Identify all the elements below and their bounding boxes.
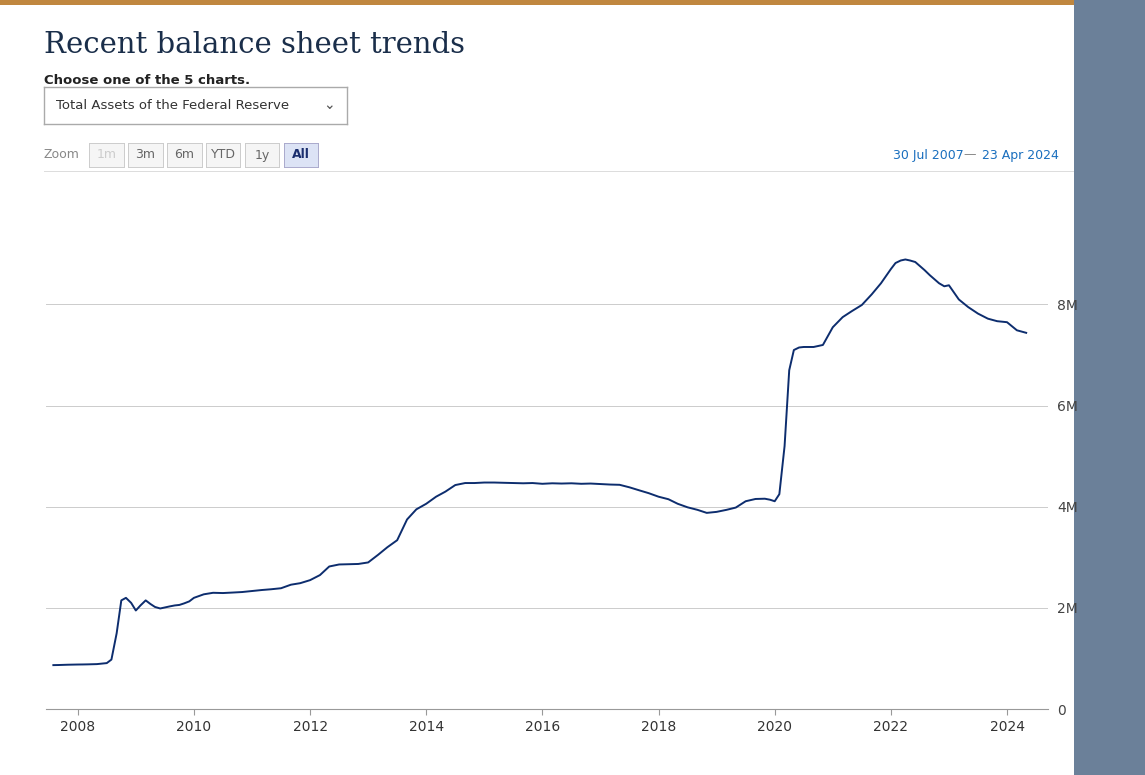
Text: 1y: 1y — [254, 149, 270, 161]
Text: Zoom: Zoom — [44, 149, 79, 161]
Text: Recent balance sheet trends: Recent balance sheet trends — [44, 31, 465, 59]
Text: 3m: 3m — [135, 149, 156, 161]
Text: ⌄: ⌄ — [323, 98, 334, 112]
Text: 23 Apr 2024: 23 Apr 2024 — [982, 149, 1059, 161]
Text: 6m: 6m — [174, 149, 195, 161]
Text: Total Assets of the Federal Reserve: Total Assets of the Federal Reserve — [56, 99, 289, 112]
Text: All: All — [292, 149, 310, 161]
Text: YTD: YTD — [211, 149, 236, 161]
Text: 1m: 1m — [96, 149, 117, 161]
Text: 30 Jul 2007: 30 Jul 2007 — [893, 149, 964, 161]
Text: Choose one of the 5 charts.: Choose one of the 5 charts. — [44, 74, 250, 87]
Text: —: — — [964, 149, 976, 161]
